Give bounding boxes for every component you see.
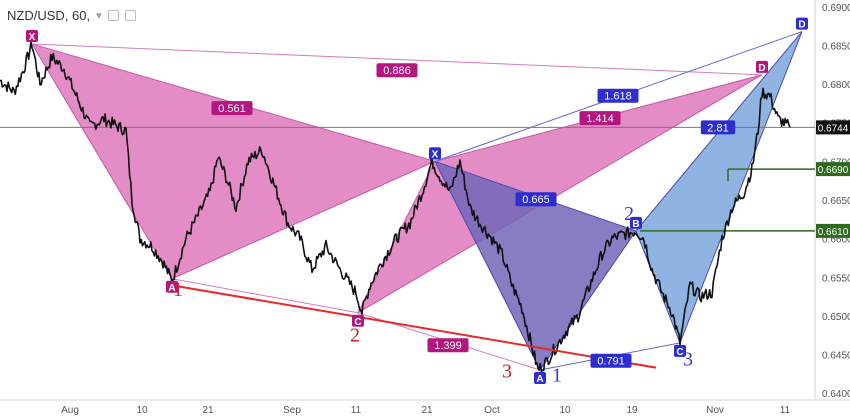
ratio-label-pattern2: 0.791 bbox=[590, 353, 632, 368]
x-tick-label: 10 bbox=[136, 405, 148, 416]
pattern1-point-a-text: A bbox=[168, 283, 175, 294]
x-tick-label: 19 bbox=[626, 405, 638, 416]
pattern1-point-d-bg bbox=[756, 60, 768, 73]
ratio-label-pattern2: 2.81 bbox=[700, 120, 736, 135]
ratio-label-pattern1-bg bbox=[211, 101, 253, 116]
ratio-label-pattern1-bg bbox=[427, 338, 469, 353]
x-tick-label: 21 bbox=[421, 405, 433, 416]
pattern2-point-d: D bbox=[796, 17, 808, 31]
ratio-label-pattern2-text: 0.665 bbox=[522, 194, 550, 206]
pattern1-xd-line bbox=[31, 43, 763, 76]
level-price-tag-text: 0.6690 bbox=[818, 165, 849, 176]
chart-header: NZD/USD, 60, ▾ bbox=[4, 6, 139, 24]
pattern2-point-x-bg bbox=[429, 147, 441, 160]
ratio-label-pattern1-text: 1.414 bbox=[586, 113, 614, 125]
ratio-label-pattern1: 1.399 bbox=[427, 338, 469, 353]
pattern1-point-d-text: D bbox=[758, 63, 765, 74]
last-price-tag-text: 0.6744 bbox=[818, 123, 849, 134]
x-tick-label: Oct bbox=[484, 405, 500, 416]
y-tick-label: 0.6450 bbox=[822, 351, 850, 362]
x-tick-label: Aug bbox=[61, 405, 79, 416]
wave-label: 3 bbox=[683, 348, 693, 370]
ratio-label-pattern2-bg bbox=[590, 353, 632, 368]
y-tick-label: 0.6600 bbox=[822, 235, 850, 246]
ratio-label-pattern1-bg bbox=[376, 63, 418, 78]
settings-icon[interactable] bbox=[107, 9, 119, 21]
pattern2-point-c-bg bbox=[674, 344, 686, 357]
y-tick-label: 0.6850 bbox=[822, 41, 850, 52]
ratio-label-pattern2: 0.665 bbox=[515, 192, 557, 207]
last-price-tag: 0.6744 bbox=[816, 120, 850, 135]
x-tick-label: Sep bbox=[283, 405, 301, 416]
ratio-label-pattern1: 0.561 bbox=[211, 101, 253, 116]
wave-label: 1 bbox=[173, 279, 183, 301]
pattern1-point-x: X bbox=[26, 29, 38, 43]
ratio-label-pattern2-text: 0.791 bbox=[597, 356, 625, 368]
x-tick-label: Nov bbox=[706, 405, 724, 416]
x-tick-label: 11 bbox=[780, 405, 791, 416]
last-price-tag-bg bbox=[816, 120, 850, 135]
ratio-label-pattern2: 1.618 bbox=[597, 88, 639, 103]
pattern1-xab-triangle bbox=[30, 43, 437, 280]
level-price-tag-text: 0.6610 bbox=[818, 227, 849, 238]
ratio-label-pattern1-text: 0.561 bbox=[218, 103, 246, 115]
level-price-tag-bg bbox=[816, 162, 850, 177]
pattern2-point-a-bg bbox=[534, 371, 546, 384]
pattern1-point-c-text: C bbox=[354, 317, 361, 328]
pattern2-point-d-bg bbox=[796, 17, 808, 30]
level-price-tag: 0.6690 bbox=[816, 162, 850, 177]
pattern2-point-c: C bbox=[674, 344, 686, 358]
pattern1-point-c-bg bbox=[352, 314, 364, 327]
pattern1-point-a-bg bbox=[166, 280, 178, 293]
wave-label: 3 bbox=[502, 361, 512, 383]
pattern1-point-x-text: X bbox=[29, 32, 36, 43]
pattern1-ac-line bbox=[171, 278, 359, 314]
pattern2-point-c-text: C bbox=[676, 347, 683, 358]
x-tick-label: 11 bbox=[351, 405, 362, 416]
ratio-label-pattern2-bg bbox=[700, 120, 736, 135]
ratio-label-pattern1-text: 1.399 bbox=[434, 340, 462, 352]
pattern1-point-x-bg bbox=[26, 29, 38, 42]
price-series bbox=[0, 41, 791, 373]
indicator-icon[interactable] bbox=[124, 9, 136, 21]
ratio-label-pattern2-bg bbox=[515, 192, 557, 207]
pattern1-point-d: D bbox=[756, 60, 768, 74]
ratio-label-pattern2-text: 2.81 bbox=[707, 122, 728, 134]
pattern2-point-x: X bbox=[429, 147, 441, 160]
pattern2-point-b-bg bbox=[630, 216, 642, 229]
ratio-label-pattern2-bg bbox=[597, 88, 639, 103]
pattern2-point-b: B bbox=[630, 216, 642, 230]
price-axis-panel bbox=[815, 0, 850, 417]
ratio-label-pattern1: 0.886 bbox=[376, 63, 418, 78]
pattern1-point-a: A bbox=[166, 280, 178, 294]
level-price-tag-bg bbox=[816, 223, 850, 238]
ratio-label-pattern1: 1.414 bbox=[579, 111, 621, 126]
wave-label: 1 bbox=[552, 365, 562, 387]
pattern2-point-a: A bbox=[534, 371, 546, 385]
y-tick-label: 0.6550 bbox=[822, 273, 850, 284]
y-tick-label: 0.6650 bbox=[822, 196, 850, 207]
pattern2-bcd-triangle bbox=[635, 31, 803, 345]
ratio-label-pattern1-bg bbox=[579, 111, 621, 126]
x-tick-label: 10 bbox=[559, 405, 571, 416]
ratio-label-pattern1-text: 0.886 bbox=[383, 65, 411, 77]
y-tick-label: 0.6500 bbox=[822, 312, 850, 323]
chevron-down-icon[interactable]: ▾ bbox=[96, 9, 102, 22]
symbol-label[interactable]: NZD/USD, 60, bbox=[7, 7, 91, 23]
pattern1-point-c: C bbox=[352, 314, 364, 328]
trend-line bbox=[169, 283, 657, 369]
pattern2-point-a-text: A bbox=[536, 374, 543, 385]
pattern2-point-x-text: X bbox=[432, 149, 439, 160]
y-tick-label: 0.6400 bbox=[822, 389, 850, 400]
ratio-label-pattern2-text: 1.618 bbox=[604, 91, 632, 103]
pattern2-point-b-text: B bbox=[632, 219, 639, 230]
pattern2-point-d-text: D bbox=[798, 20, 805, 31]
x-tick-label: 21 bbox=[202, 405, 214, 416]
y-tick-label: 0.6900 bbox=[822, 3, 850, 14]
wave-label: 2 bbox=[624, 203, 634, 225]
wave-label: 2 bbox=[350, 324, 360, 346]
level-price-tag: 0.6610 bbox=[816, 223, 850, 238]
y-tick-label: 0.6800 bbox=[822, 80, 850, 91]
